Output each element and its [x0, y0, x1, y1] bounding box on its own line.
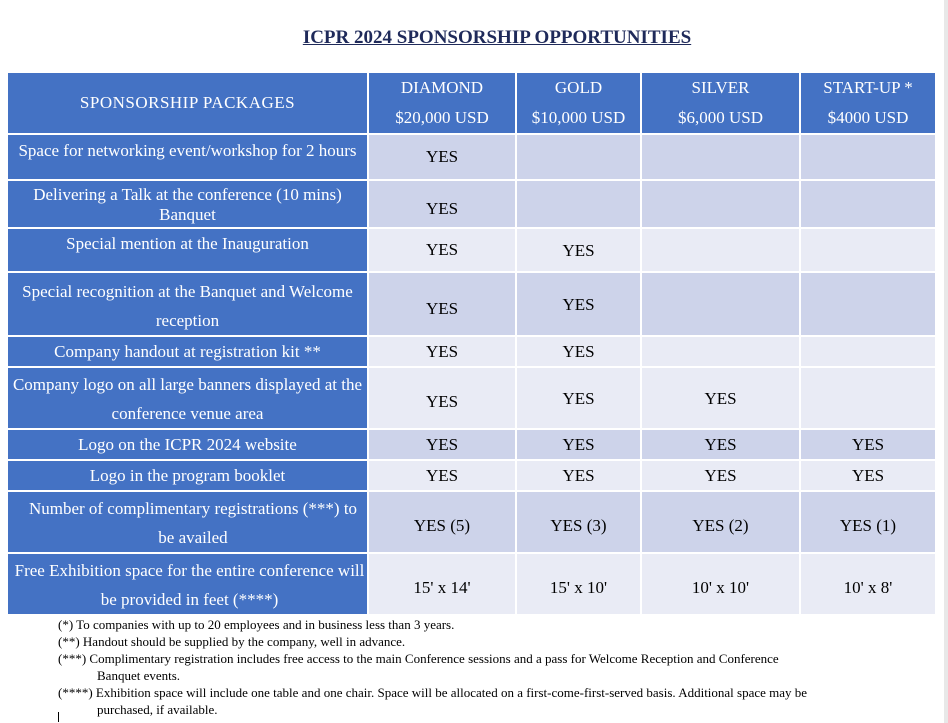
cell-diamond: YES	[367, 227, 517, 273]
table-row: Logo on the ICPR 2024 website YES YES YE…	[6, 428, 937, 461]
table-row: Company handout at registration kit ** Y…	[6, 335, 937, 368]
page-title: ICPR 2024 SPONSORSHIP OPPORTUNITIES	[302, 27, 692, 48]
cell-gold: YES	[515, 366, 642, 430]
footnote-text: (****) Exhibition space will include one…	[58, 685, 808, 700]
header-row: SPONSORSHIP PACKAGES DIAMOND $20,000 USD…	[6, 71, 937, 135]
cell-diamond: YES	[367, 179, 517, 229]
table-row: Logo in the program booklet YES YES YES …	[6, 459, 937, 492]
cell-startup	[799, 227, 937, 273]
cell-silver	[640, 179, 801, 229]
cell-silver: YES	[640, 428, 801, 461]
tier-header-startup: START-UP * $4000 USD	[799, 71, 937, 135]
feature-label: Number of complimentary registrations (*…	[6, 490, 369, 554]
table-row: Delivering a Talk at the conference (10 …	[6, 179, 937, 229]
feature-label: Company handout at registration kit **	[6, 335, 369, 368]
cell-diamond: YES	[367, 133, 517, 181]
tier-name: DIAMOND	[400, 78, 484, 97]
feature-label: Special recognition at the Banquet and W…	[6, 271, 369, 337]
cell-gold: YES	[515, 335, 642, 368]
cell-gold: YES	[515, 271, 642, 337]
tier-header-gold: GOLD $10,000 USD	[515, 71, 642, 135]
tier-name: START-UP *	[823, 78, 913, 97]
cell-silver: YES (2)	[640, 490, 801, 554]
cell-gold: YES	[515, 459, 642, 492]
cell-startup	[799, 133, 937, 181]
cell-diamond: YES	[367, 459, 517, 492]
feature-label: Space for networking event/workshop for …	[6, 133, 369, 181]
tier-price: $10,000 USD	[531, 108, 626, 127]
footnote-text: (***) Complimentary registration include…	[58, 651, 779, 666]
cell-startup: 10' x 8'	[799, 552, 937, 616]
cell-silver	[640, 133, 801, 181]
feature-label: Logo on the ICPR 2024 website	[6, 428, 369, 461]
table-row: Number of complimentary registrations (*…	[6, 490, 937, 554]
table-row: Space for networking event/workshop for …	[6, 133, 937, 181]
cell-startup: YES	[799, 428, 937, 461]
tier-header-diamond: DIAMOND $20,000 USD	[367, 71, 517, 135]
tier-header-silver: SILVER $6,000 USD	[640, 71, 801, 135]
cell-diamond: 15' x 14'	[367, 552, 517, 616]
footnote-text: (**) Handout should be supplied by the c…	[58, 634, 406, 649]
text-cursor	[58, 712, 59, 722]
cell-gold: YES	[515, 227, 642, 273]
table-row: Special mention at the Inauguration YES …	[6, 227, 937, 273]
cell-gold: YES (3)	[515, 490, 642, 554]
table-row: Free Exhibition space for the entire con…	[6, 552, 937, 616]
cell-silver	[640, 335, 801, 368]
cell-startup: YES (1)	[799, 490, 937, 554]
cell-silver: YES	[640, 366, 801, 430]
cell-startup	[799, 366, 937, 430]
feature-label: Special mention at the Inauguration	[6, 227, 369, 273]
feature-label: Delivering a Talk at the conference (10 …	[6, 179, 369, 229]
table-row: Company logo on all large banners displa…	[6, 366, 937, 430]
feature-label: Free Exhibition space for the entire con…	[6, 552, 369, 616]
cell-silver: 10' x 10'	[640, 552, 801, 616]
feature-label: Logo in the program booklet	[6, 459, 369, 492]
cell-gold	[515, 179, 642, 229]
footnote: (***) Complimentary registration include…	[58, 650, 918, 684]
cell-diamond: YES	[367, 428, 517, 461]
cell-startup	[799, 179, 937, 229]
cell-silver: YES	[640, 459, 801, 492]
tier-name: SILVER	[691, 78, 750, 97]
footnote-continuation: Banquet events.	[97, 668, 181, 683]
footnote: (****) Exhibition space will include one…	[58, 684, 918, 718]
footnote: (*) To companies with up to 20 employees…	[58, 616, 918, 633]
cell-silver	[640, 271, 801, 337]
cell-startup	[799, 271, 937, 337]
cell-startup	[799, 335, 937, 368]
cell-gold: YES	[515, 428, 642, 461]
cell-diamond: YES	[367, 271, 517, 337]
cell-gold	[515, 133, 642, 181]
table-row: Special recognition at the Banquet and W…	[6, 271, 937, 337]
packages-header: SPONSORSHIP PACKAGES	[6, 71, 369, 135]
page-edge	[944, 0, 948, 723]
cell-startup: YES	[799, 459, 937, 492]
footnote: (**) Handout should be supplied by the c…	[58, 633, 918, 650]
footnotes: (*) To companies with up to 20 employees…	[58, 616, 918, 718]
cell-diamond: YES (5)	[367, 490, 517, 554]
feature-label: Company logo on all large banners displa…	[6, 366, 369, 430]
footnote-continuation: purchased, if available.	[97, 702, 218, 717]
tier-name: GOLD	[554, 78, 603, 97]
cell-diamond: YES	[367, 366, 517, 430]
tier-price: $20,000 USD	[395, 108, 489, 127]
tier-price: $6,000 USD	[677, 108, 763, 127]
cell-gold: 15' x 10'	[515, 552, 642, 616]
cell-silver	[640, 227, 801, 273]
sponsorship-table: SPONSORSHIP PACKAGES DIAMOND $20,000 USD…	[6, 71, 937, 616]
cell-diamond: YES	[367, 335, 517, 368]
tier-price: $4000 USD	[827, 108, 909, 127]
footnote-text: (*) To companies with up to 20 employees…	[58, 617, 455, 632]
